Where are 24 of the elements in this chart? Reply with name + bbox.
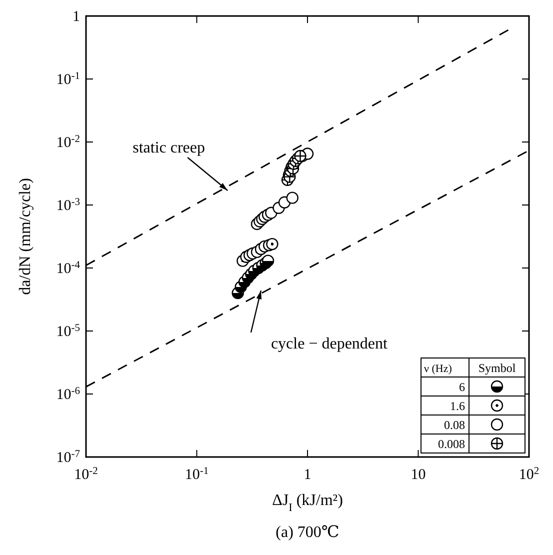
y-tick-label: 10$^{-1}$	[56, 70, 80, 88]
y-tick-label: 10$^{-6}$	[56, 386, 80, 403]
text: (a) 700℃	[276, 524, 340, 541]
y-tick-label: 10$^{-2}$	[56, 134, 80, 151]
x-tick-label: 10$^{-2}$	[74, 466, 98, 483]
annotation: cycle − dependent	[270, 335, 388, 352]
legend-label: 6	[459, 380, 465, 394]
y-tick-label: 10$^{-5}$	[56, 322, 80, 340]
y-tick-label: 10$^{-3}$	[56, 196, 80, 214]
y-axis-title: da/dN (mm/cycle)	[17, 178, 34, 295]
x-tick-label: 1	[304, 467, 312, 483]
x-tick-label: 10$^{2}$	[518, 466, 540, 483]
y-tick-label: 10$^{-4}$	[56, 260, 81, 277]
x-tick-label: 10$^{-1}$	[184, 466, 209, 483]
y-tick-label: 1	[72, 9, 80, 25]
x-axis-title: ΔJ$_{I}$ (kJ/m²)	[272, 492, 343, 514]
legend-label: 0.08	[444, 418, 465, 432]
annotation: Symbol	[478, 361, 516, 375]
legend-label: 0.008	[438, 437, 465, 451]
legend-title: ν (Hz)	[424, 363, 452, 375]
y-tick-label: 10$^{-7}$	[56, 448, 80, 466]
legend-label: 1.6	[450, 399, 465, 413]
annotation: static creep	[132, 139, 206, 156]
x-tick-label: 10	[410, 467, 426, 483]
